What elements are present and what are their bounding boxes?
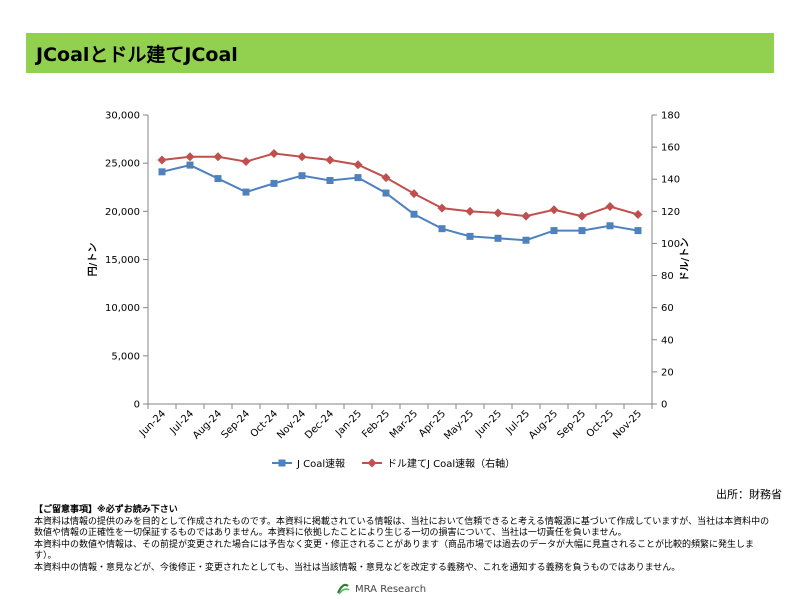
- data-point-marker: [297, 152, 307, 162]
- data-point-marker: [578, 227, 586, 235]
- data-point-marker: [381, 173, 391, 183]
- title-bar: JCoalとドル建てJCoal: [26, 33, 774, 73]
- data-point-marker: [634, 227, 642, 235]
- mra-logo-icon: [336, 583, 350, 595]
- disclaimer-line: 本資料中の数値や情報は、その前提が変更された場合には予告なく変更・修正されること…: [34, 539, 755, 562]
- y-right-tick-label: 100: [661, 239, 680, 250]
- data-point-marker: [549, 205, 559, 215]
- data-point-marker: [465, 206, 475, 216]
- data-point-marker: [437, 203, 447, 213]
- x-tick-label: Dec-24: [303, 408, 336, 441]
- data-point-marker: [633, 210, 643, 220]
- x-tick-label: Aug-24: [191, 408, 224, 441]
- y-left-tick-label: 30,000: [105, 111, 140, 122]
- y-left-tick-label: 10,000: [105, 303, 140, 314]
- footer: MRA Research: [336, 580, 426, 598]
- x-tick-label: Nov-25: [611, 408, 644, 441]
- y-left-tick-label: 5,000: [111, 351, 140, 362]
- data-point-marker: [409, 189, 419, 199]
- data-point-marker: [298, 172, 306, 180]
- x-tick-label: Feb-25: [360, 408, 392, 440]
- data-point-marker: [270, 179, 278, 187]
- y-right-tick-label: 0: [661, 400, 667, 411]
- data-point-marker: [466, 232, 474, 240]
- data-point-marker: [494, 234, 502, 242]
- data-point-marker: [185, 152, 195, 162]
- data-point-marker: [326, 177, 334, 185]
- disclaimer-notes: 【ご留意事項】※必ずお読み下さい 本資料は情報の提供のみを目的として作成されたも…: [34, 505, 774, 575]
- y-left-tick-label: 20,000: [105, 207, 140, 218]
- data-point-marker: [382, 189, 390, 197]
- data-point-marker: [213, 152, 223, 162]
- x-tick-label: Nov-24: [275, 408, 308, 441]
- data-point-marker: [438, 225, 446, 233]
- x-tick-label: Jan-25: [333, 408, 364, 439]
- y-right-tick-label: 40: [661, 335, 674, 346]
- disclaimer-line: 本資料は情報の提供のみを目的として作成されたものです。本資料に掲載されている情報…: [34, 516, 770, 539]
- y-right-axis-title: ドル/トン: [679, 238, 691, 282]
- legend-label: J Coal速報: [296, 458, 345, 470]
- y-left-tick-label: 15,000: [105, 255, 140, 266]
- x-tick-label: Sep-24: [219, 408, 252, 441]
- x-tick-label: May-25: [442, 408, 476, 442]
- data-point-marker: [242, 188, 250, 196]
- y-right-tick-label: 80: [661, 271, 674, 282]
- legend-label: ドル建てJ Coal速報（右軸）: [387, 457, 515, 470]
- data-point-marker: [158, 168, 166, 176]
- data-point-marker: [410, 210, 418, 218]
- y-right-tick-label: 140: [661, 175, 680, 186]
- data-point-marker: [157, 155, 167, 165]
- x-tick-label: Oct-25: [585, 408, 617, 440]
- y-right-tick-label: 20: [661, 367, 674, 378]
- x-tick-label: Jun-24: [137, 408, 168, 439]
- dual-axis-line-chart: 0 5,000 10,000 15,000 20,000 25,000 30,000 0 20 4…: [87, 111, 691, 471]
- y-left-tick-label: 25,000: [105, 159, 140, 170]
- data-point-marker: [325, 155, 335, 165]
- data-point-marker: [606, 222, 614, 230]
- x-tick-label: Oct-24: [249, 408, 281, 440]
- x-tick-label: Mar-25: [388, 408, 420, 440]
- data-point-marker: [214, 175, 222, 183]
- x-tick-label: Aug-25: [527, 408, 560, 441]
- data-point-marker: [269, 149, 279, 159]
- data-point-marker: [605, 202, 615, 212]
- data-point-marker: [354, 174, 362, 182]
- disclaimer-line: 本資料中の情報・意見などが、今後修正・変更されたとしても、当社は当該情報・意見な…: [34, 562, 681, 573]
- series-line: [161, 152, 639, 218]
- y-left-tick-label: 0: [134, 400, 140, 411]
- source-note: 出所：財務省: [716, 488, 782, 501]
- x-tick-label: Sep-25: [555, 408, 588, 441]
- data-point-marker: [577, 211, 587, 221]
- legend-swatch-marker: [278, 459, 286, 467]
- data-point-marker: [241, 157, 251, 167]
- data-point-marker: [522, 236, 530, 244]
- data-point-marker: [353, 160, 363, 170]
- data-point-marker: [521, 211, 531, 221]
- page-title: JCoalとドル建てJCoal: [36, 44, 238, 66]
- data-point-marker: [550, 227, 558, 235]
- data-point-marker: [493, 208, 503, 218]
- x-tick-label: Jun-25: [473, 408, 504, 439]
- series-line: [161, 164, 639, 242]
- y-right-tick-label: 60: [661, 303, 674, 314]
- y-right-tick-label: 180: [661, 111, 680, 122]
- y-right-tick-label: 160: [661, 143, 680, 154]
- legend-swatch-marker: [367, 458, 377, 468]
- y-right-tick-label: 120: [661, 207, 680, 218]
- disclaimer-heading: 【ご留意事項】※必ずお読み下さい: [34, 505, 178, 515]
- data-point-marker: [186, 161, 194, 169]
- footer-brand: MRA Research: [355, 583, 427, 595]
- y-left-axis-title: 円/トン: [87, 243, 99, 277]
